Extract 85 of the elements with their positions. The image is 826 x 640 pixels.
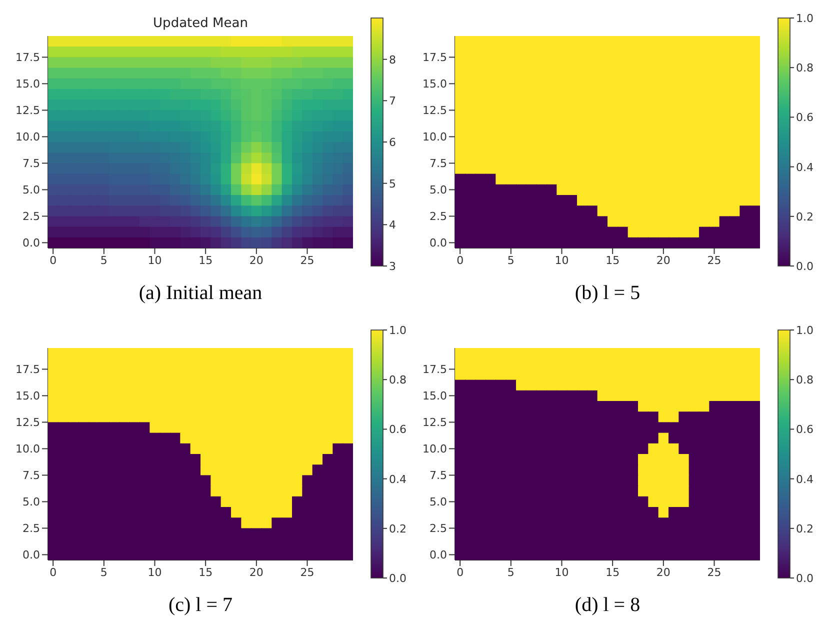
y-tick-label: 0.0 (22, 236, 40, 250)
y-tick-label: 15.0 (422, 390, 447, 403)
color-bar-label: 7 (389, 94, 396, 108)
y-tick-label: 5.0 (22, 496, 40, 509)
x-tick-label: 15 (606, 254, 620, 267)
y-tick-label: 5.0 (430, 496, 447, 509)
x-tick-label: 0 (456, 566, 464, 579)
x-tick-label: 20 (656, 254, 670, 267)
y-tick-label: 0.0 (430, 548, 447, 562)
color-bar-label: 8 (389, 53, 396, 66)
y-tick-label: 10.0 (422, 130, 447, 144)
y-tick-label: 17.5 (422, 51, 447, 64)
y-tick-label: 2.5 (430, 522, 447, 536)
color-bar-label: 0.2 (389, 522, 406, 536)
y-tick-label: 17.5 (16, 51, 40, 64)
x-tick-label: 25 (707, 254, 722, 267)
x-tick-label: 5 (100, 254, 108, 267)
color-bar-label: 0.0 (796, 572, 814, 585)
x-tick-label: 10 (554, 566, 569, 579)
y-tick-label: 15.0 (422, 78, 447, 91)
color-bar-label: 6 (389, 136, 396, 149)
color-bar-label: 0.4 (796, 160, 814, 174)
y-tick-label: 12.5 (422, 416, 447, 430)
text: (a) Initial mean (138, 282, 264, 305)
x-tick-label: 15 (198, 566, 213, 579)
color-bar-label: 0.8 (796, 62, 814, 75)
y-tick-label: 7.5 (22, 157, 40, 170)
y-tick-label: 10.0 (16, 442, 40, 456)
color-bar-label: 0.6 (796, 111, 814, 124)
y-tick-label: 7.5 (430, 157, 447, 170)
y-tick-label: 5.0 (22, 184, 40, 197)
color-bar-label: 0.4 (389, 472, 406, 486)
y-tick-label: 15.0 (16, 78, 40, 91)
x-tick-label: 20 (249, 566, 264, 579)
x-tick-label: 20 (249, 254, 264, 267)
y-tick-label: 5.0 (430, 184, 447, 197)
color-bar-label: 1.0 (796, 324, 814, 337)
x-tick-label: 0 (50, 566, 57, 579)
color-bar-label: 0.8 (796, 374, 814, 387)
x-tick-label: 25 (707, 566, 722, 579)
y-tick-label: 7.5 (430, 469, 447, 482)
x-tick-label: 25 (300, 254, 314, 267)
x-tick-label: 0 (50, 254, 57, 267)
y-tick-label: 2.5 (430, 210, 447, 224)
x-tick-label: 5 (100, 566, 108, 579)
color-bar-label: 4 (389, 218, 396, 232)
x-tick-label: 5 (507, 254, 514, 267)
y-tick-label: 12.5 (16, 416, 40, 430)
y-tick-label: 12.5 (422, 104, 447, 118)
y-tick-label: 17.5 (16, 363, 40, 376)
y-tick-label: 15.0 (16, 390, 40, 403)
y-tick-label: 10.0 (422, 442, 447, 456)
x-tick-label: 10 (148, 566, 162, 579)
text: (b) l = 5 (574, 282, 642, 305)
x-tick-label: 5 (507, 566, 514, 579)
y-tick-label: 2.5 (22, 210, 40, 224)
color-bar-label: 0.6 (796, 423, 814, 436)
x-tick-label: 20 (656, 566, 670, 579)
y-tick-label: 12.5 (16, 104, 40, 118)
color-bar-label: 0.0 (389, 572, 406, 585)
y-tick-label: 7.5 (22, 469, 40, 482)
color-bar-label: 3 (389, 260, 396, 273)
color-bar-label: 0.4 (796, 472, 814, 486)
y-tick-label: 0.0 (22, 548, 40, 562)
color-bar-label: 0.2 (796, 210, 814, 224)
y-tick-label: 2.5 (22, 522, 40, 536)
x-tick-label: 15 (198, 254, 213, 267)
y-tick-label: 0.0 (430, 236, 447, 250)
y-tick-label: 10.0 (16, 130, 40, 144)
y-tick-label: 17.5 (422, 363, 447, 376)
x-tick-label: 10 (554, 254, 569, 267)
color-bar-label: 0.0 (796, 260, 814, 273)
text: (c) l = 7 (167, 594, 234, 617)
color-bar-label: 0.6 (389, 423, 406, 436)
x-tick-label: 15 (606, 566, 620, 579)
color-bar-label: 5 (389, 177, 396, 190)
x-tick-label: 0 (456, 254, 464, 267)
color-bar-label: 1.0 (796, 12, 814, 25)
color-bar-label: 0.2 (796, 522, 814, 536)
chart-title: Updated Mean (152, 16, 249, 31)
color-bar-label: 1.0 (389, 324, 406, 337)
x-tick-label: 10 (148, 254, 162, 267)
color-bar-label: 0.8 (389, 374, 406, 387)
x-tick-label: 25 (300, 566, 314, 579)
text: (d) l = 8 (574, 594, 642, 617)
